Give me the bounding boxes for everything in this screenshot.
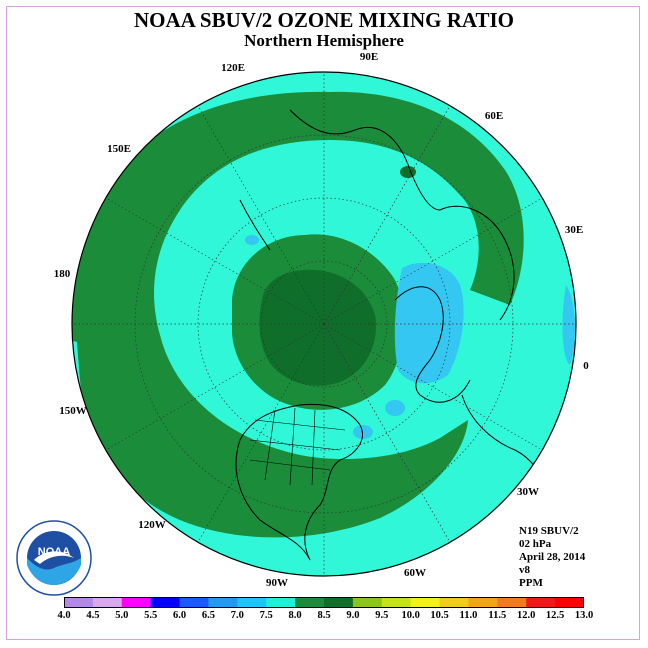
units-label: PPM: [519, 577, 543, 589]
page-title: NOAA SBUV/2 OZONE MIXING RATIO: [134, 8, 514, 32]
longitude-labels: 90E 60E 30E 0 30W 60W 90W 120W 150W 180 150E 120E: [54, 51, 590, 589]
blue-patch-coast: [353, 425, 373, 439]
latitude-circles: [134, 134, 514, 514]
blue-patch-siberia: [245, 235, 259, 245]
blue-patch-atlantic: [385, 400, 405, 416]
colorbar-tick-label: 9.0: [346, 610, 360, 621]
longitude-label: 120W: [138, 519, 166, 531]
colorbar-segment: [121, 597, 152, 608]
map-disk: [72, 72, 576, 576]
colorbar-tick-label: 4.5: [86, 610, 100, 621]
blue-patch-east: [562, 285, 575, 365]
polar-dark-green: [259, 269, 376, 386]
version-label: v8: [519, 564, 530, 576]
colorbar-tick-label: 8.5: [317, 610, 331, 621]
colorbar-segment: [555, 597, 584, 608]
colorbar-tick-label: 9.5: [375, 610, 389, 621]
colorbar-tick-label: 7.5: [259, 610, 273, 621]
colorbar: [64, 597, 584, 608]
colorbar-segment: [92, 597, 123, 608]
colorbar-segment: [179, 597, 209, 608]
colorbar-segment: [295, 597, 325, 608]
colorbar-segment: [266, 597, 296, 608]
noaa-logo-text: NOAA: [38, 546, 70, 558]
colorbar-tick-label: 12.0: [517, 610, 536, 621]
longitude-label: 90W: [266, 577, 288, 589]
longitude-label: 90E: [360, 51, 378, 63]
longitude-label: 60E: [485, 110, 503, 122]
us-state-lines: [249, 407, 346, 486]
longitude-label: 180: [54, 268, 71, 280]
date-label: April 28, 2014: [519, 551, 586, 563]
colorbar-tick-label: 13.0: [574, 610, 594, 621]
colorbar-segment: [324, 597, 354, 608]
colorbar-tick-label: 10.0: [401, 610, 420, 621]
pressure-label: 02 hPa: [519, 538, 552, 550]
colorbar-segment: [439, 597, 469, 608]
colorbar-tick-label: 4.0: [57, 610, 71, 621]
colorbar-border: [64, 597, 584, 608]
info-block: N19 SBUV/2 02 hPa April 28, 2014 v8 PPM: [519, 525, 585, 590]
colorbar-tick-label: 5.5: [144, 610, 158, 621]
colorbar-segment: [150, 597, 181, 608]
outer-green-band: [75, 91, 524, 538]
colorbar-segment: [352, 597, 383, 608]
colorbar-segment: [497, 597, 527, 608]
colorbar-tick-label: 6.0: [172, 610, 187, 621]
map-border: [71, 71, 577, 577]
colorbar-segment: [208, 597, 238, 608]
colorbar-segment: [381, 597, 412, 608]
longitude-label: 0: [583, 360, 589, 372]
longitude-label: 150W: [59, 405, 87, 417]
colorbar-tick-label: 6.5: [201, 610, 215, 621]
page-subtitle: Northern Hemisphere: [244, 31, 404, 50]
longitude-label: 60W: [404, 567, 426, 579]
colorbar-tick-label: 11.0: [459, 610, 478, 621]
colorbar-segment: [237, 597, 267, 608]
colorbar-tick-label: 8.0: [288, 610, 302, 621]
longitude-label: 120E: [221, 62, 245, 74]
longitude-label: 30W: [517, 486, 539, 498]
longitude-label: 30E: [565, 224, 583, 236]
longitude-label: 150E: [107, 143, 131, 155]
colorbar-tick-label: 11.5: [488, 610, 507, 621]
colorbar-tick-label: 10.5: [430, 610, 449, 621]
dark-green-spot: [400, 166, 416, 178]
colorbar-tick-label: 5.0: [115, 610, 129, 621]
colorbar-segment: [468, 597, 498, 608]
colorbar-segment: [64, 597, 94, 608]
coastlines: [235, 109, 551, 561]
outer-green-band-left: [72, 248, 147, 345]
colorbar-tick-label: 7.0: [230, 610, 244, 621]
colorbar-tick-label: 12.5: [545, 610, 565, 621]
colorbar-segment: [410, 597, 441, 608]
colorbar-segment: [526, 597, 556, 608]
satellite-label: N19 SBUV/2: [519, 525, 579, 537]
noaa-logo: NOAA: [16, 520, 92, 596]
